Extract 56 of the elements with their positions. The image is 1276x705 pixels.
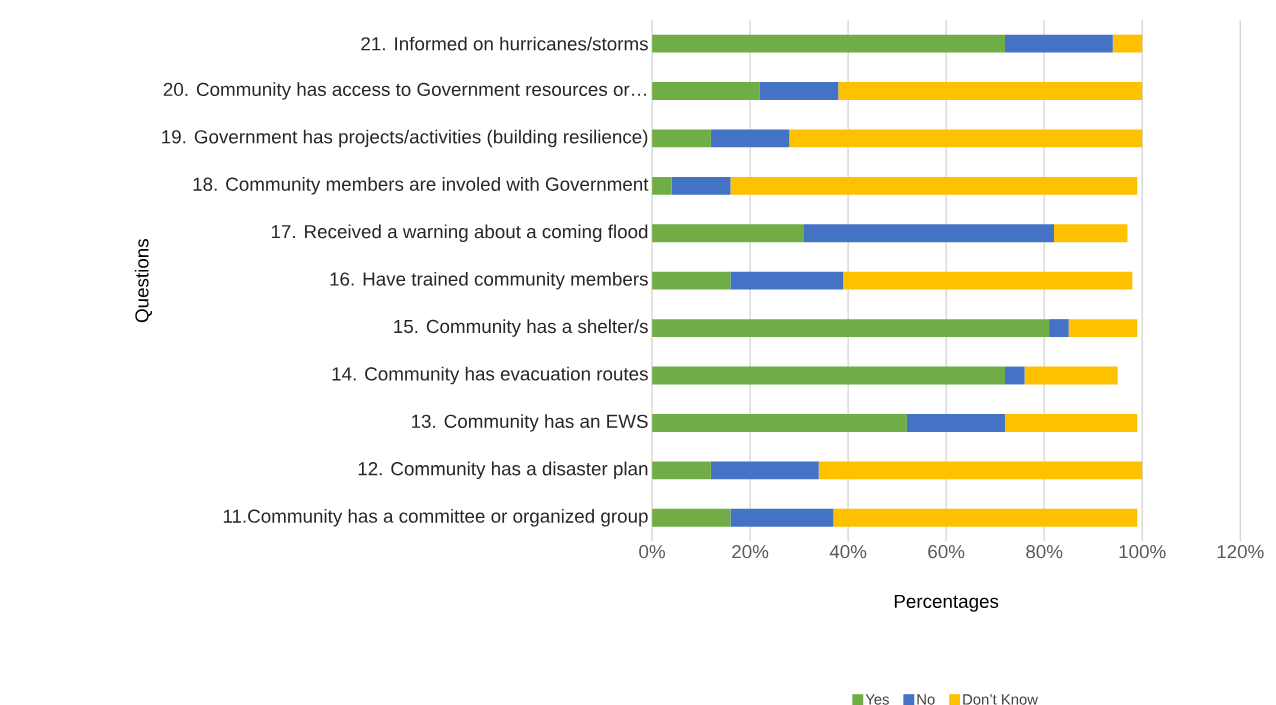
y-tick-label: 20. Community has access to Government resources or… xyxy=(163,82,646,100)
y-tick-label: 17. Received a warning about a coming flood xyxy=(271,224,648,242)
bar xyxy=(710,461,819,480)
bar xyxy=(833,508,1138,527)
x-axis-title: Percentages xyxy=(894,594,999,612)
bar xyxy=(759,81,839,100)
bar xyxy=(1068,318,1138,337)
bar xyxy=(652,413,907,432)
y-tick-label: 19. Government has projects/activities (building resilience) xyxy=(162,129,648,147)
x-tick-label: 60% xyxy=(928,544,965,559)
bar xyxy=(843,271,1133,290)
bar xyxy=(1004,366,1025,385)
x-tick-label: 20% xyxy=(732,544,769,559)
bar xyxy=(652,366,1005,385)
bar xyxy=(906,413,1005,432)
bar xyxy=(671,176,731,195)
x-tick-label: 0% xyxy=(639,544,665,559)
legend-label: Don’t Know xyxy=(963,694,1038,705)
bar xyxy=(789,129,1143,148)
bar xyxy=(838,81,1143,100)
bar xyxy=(710,129,790,148)
bar xyxy=(730,508,834,527)
bar xyxy=(818,461,1143,480)
bar xyxy=(1004,413,1138,432)
y-tick-label: 12. Community has a disaster plan xyxy=(358,461,648,479)
y-tick-label: 21. Informed on hurricanes/storms xyxy=(361,36,648,51)
legend-label: No xyxy=(917,694,935,705)
y-axis-title: Questions xyxy=(134,238,152,322)
bar xyxy=(652,129,711,148)
bar xyxy=(1004,34,1113,53)
bar xyxy=(652,318,1050,337)
bar xyxy=(1112,34,1143,53)
y-tick-label: 13. Community has an EWS xyxy=(412,413,648,432)
y-tick-label: 16. Have trained community members xyxy=(330,271,648,290)
bar xyxy=(730,271,844,290)
bar xyxy=(652,508,731,527)
y-tick-label: 15. Community has a shelter/s xyxy=(394,319,648,337)
bar xyxy=(652,224,805,242)
x-tick-label: 120% xyxy=(1217,544,1264,559)
bar xyxy=(804,224,1054,242)
x-tick-label: 40% xyxy=(829,544,867,559)
bar xyxy=(652,176,672,195)
bar xyxy=(730,176,1138,195)
bar xyxy=(1024,366,1118,385)
y-tick-label: 18. Community members are involed with Government xyxy=(193,176,649,195)
legend-label: Yes xyxy=(865,694,889,705)
bar xyxy=(652,461,711,480)
x-tick-label: 100% xyxy=(1119,544,1166,559)
bar xyxy=(652,34,1005,53)
x-tick-label: 80% xyxy=(1026,544,1063,559)
bar xyxy=(1053,224,1128,242)
y-tick-label: 11.Community has a committee or organized group xyxy=(223,508,648,527)
bar xyxy=(652,81,760,100)
bar xyxy=(1049,318,1069,337)
bar xyxy=(652,271,731,290)
y-tick-label: 14. Community has evacuation routes xyxy=(332,366,648,385)
